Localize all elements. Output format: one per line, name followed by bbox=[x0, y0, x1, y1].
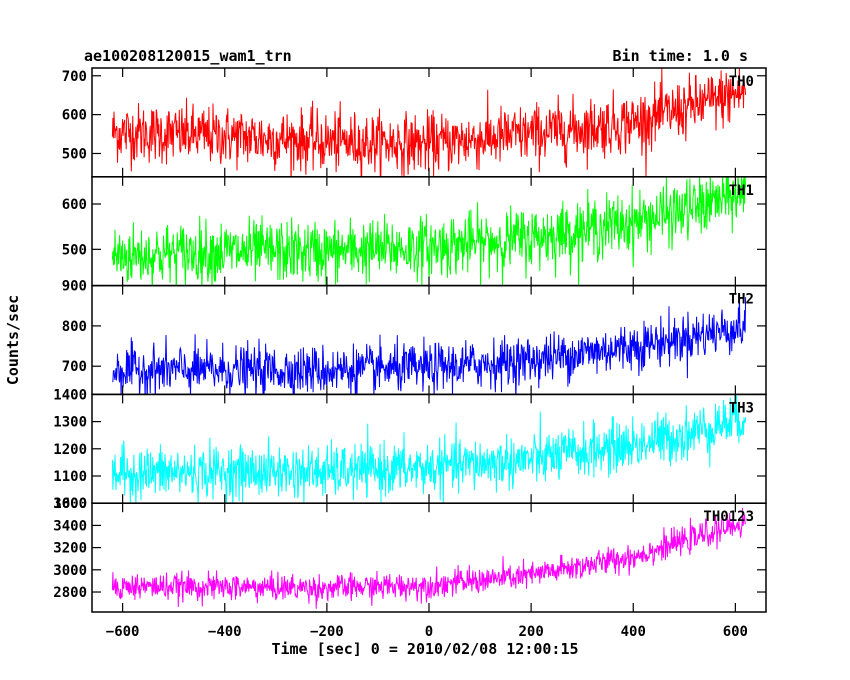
y-tick-label: 2800 bbox=[53, 585, 87, 601]
panel-th1: 500 600 TH1 bbox=[62, 176, 767, 287]
x-tick-label: 200 bbox=[518, 624, 543, 640]
panel-th2: 700 800 900 TH2 bbox=[62, 279, 767, 396]
y-tick-label: 1300 bbox=[53, 415, 87, 431]
y-tick-label: 3600 bbox=[53, 496, 87, 512]
y-tick-label: 1000 bbox=[53, 496, 87, 512]
series-line-th0123 bbox=[111, 507, 747, 609]
y-tick-label: 3400 bbox=[53, 518, 87, 534]
y-tick-label: 800 bbox=[62, 319, 87, 335]
y-tick-label: 600 bbox=[62, 108, 87, 124]
x-axis: −600 −400 −200 0 200 400 600 bbox=[106, 624, 748, 640]
panel-th0123: 2800 3000 3200 3400 3600 TH0123 bbox=[53, 496, 767, 613]
y-tick-label: 3200 bbox=[53, 541, 87, 557]
x-tick-label: −200 bbox=[310, 624, 344, 640]
y-tick-label: 700 bbox=[62, 359, 87, 375]
y-tick-label: 500 bbox=[62, 242, 87, 258]
y-tick-label: 1400 bbox=[53, 387, 87, 403]
panels-group: 500 600 700 TH0 500 600 TH1 700 800 900 TH2 1000 110… bbox=[53, 67, 767, 613]
x-tick-label: −600 bbox=[106, 624, 140, 640]
panel-label-th0123: TH0123 bbox=[703, 509, 754, 525]
y-tick-label: 1100 bbox=[53, 469, 87, 485]
series-line-th3 bbox=[111, 394, 747, 504]
series-line-th2 bbox=[112, 293, 747, 395]
x-tick-label: 600 bbox=[723, 624, 748, 640]
panel-th0: 500 600 700 TH0 bbox=[62, 67, 767, 178]
panel-label-th1: TH1 bbox=[729, 183, 754, 199]
panel-label-th2: TH2 bbox=[729, 292, 754, 308]
y-tick-label: 700 bbox=[62, 69, 87, 85]
x-tick-label: 0 bbox=[425, 624, 433, 640]
x-tick-label: −400 bbox=[208, 624, 242, 640]
y-tick-label: 3000 bbox=[53, 563, 87, 579]
bin-time-label: Bin time: 1.0 s bbox=[613, 47, 748, 65]
x-axis-label: Time [sec] 0 = 2010/02/08 12:00:15 bbox=[271, 640, 578, 658]
chart-title: ae100208120015_wam1_trn bbox=[84, 47, 292, 65]
y-tick-label: 500 bbox=[62, 146, 87, 162]
series-line-th0 bbox=[111, 68, 747, 177]
y-tick-label: 600 bbox=[62, 197, 87, 213]
y-tick-label: 1200 bbox=[53, 442, 87, 458]
panel-th3: 1000 1100 1200 1300 1400 TH3 bbox=[53, 387, 767, 512]
x-tick-label: 400 bbox=[621, 624, 646, 640]
panel-label-th0: TH0 bbox=[729, 74, 754, 90]
y-axis-label: Counts/sec bbox=[4, 295, 22, 385]
panel-label-th3: TH3 bbox=[729, 400, 754, 416]
y-tick-label: 900 bbox=[62, 279, 87, 295]
